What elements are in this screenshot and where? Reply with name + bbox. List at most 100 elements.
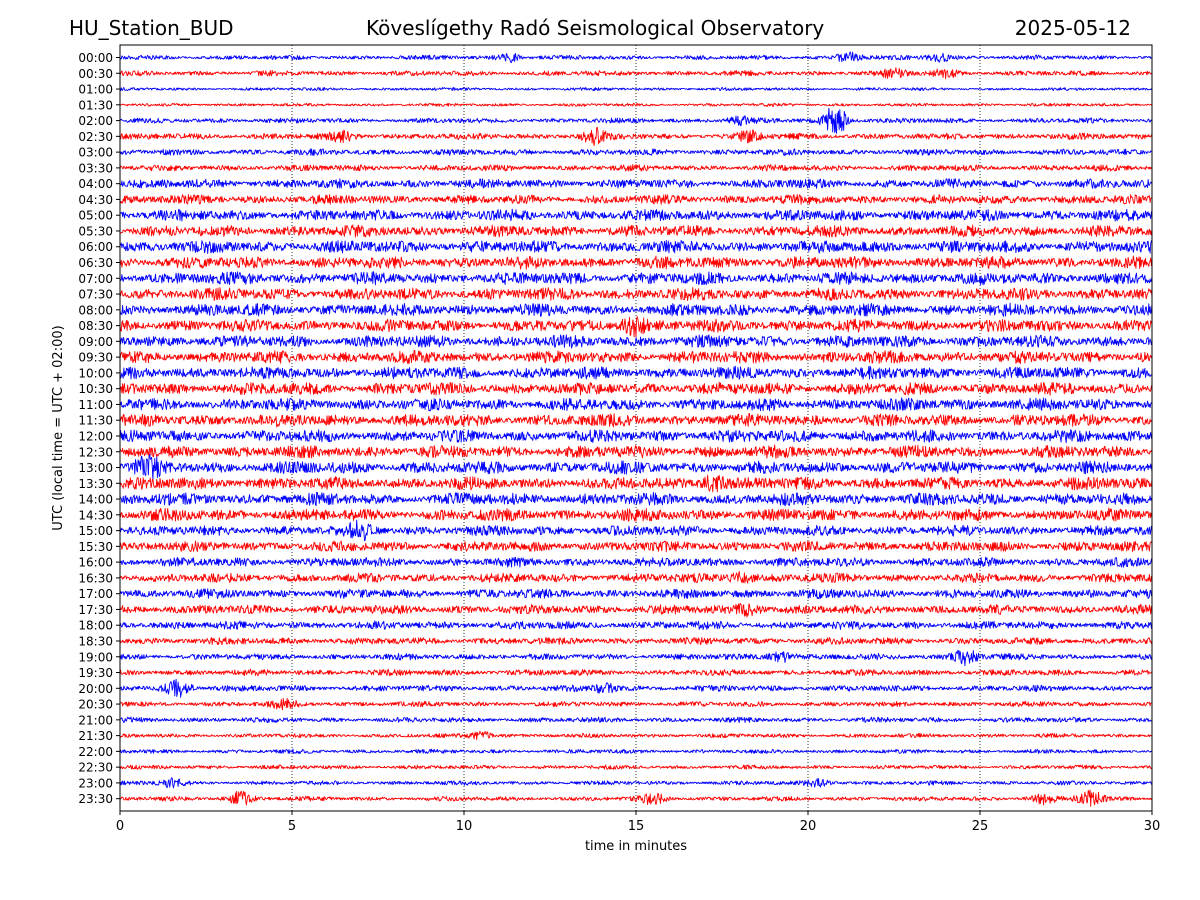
y-tick-label: 05:30: [78, 224, 113, 238]
trace-0430: [119, 193, 1153, 205]
trace-1100: [119, 397, 1153, 412]
trace-0400: [119, 178, 1153, 189]
x-tick-label: 10: [456, 819, 473, 834]
y-tick-label: 04:00: [78, 177, 113, 191]
y-tick-label: 09:00: [78, 335, 113, 349]
trace-1500: [119, 519, 1153, 542]
trace-1530: [119, 540, 1153, 553]
trace-2300: [119, 777, 1153, 789]
trace-2230: [119, 764, 1153, 770]
chart-date: 2025-05-12: [1014, 16, 1131, 40]
trace-1430: [119, 507, 1153, 522]
y-tick-label: 10:00: [78, 366, 113, 380]
trace-1930: [119, 668, 1153, 677]
trace-1800: [119, 620, 1153, 630]
trace-0530: [119, 224, 1153, 238]
y-tick-label: 13:00: [78, 461, 113, 475]
y-tick-label: 00:30: [78, 67, 113, 81]
trace-0600: [119, 240, 1153, 254]
y-tick-label: 13:30: [78, 477, 113, 491]
trace-0500: [119, 208, 1153, 222]
trace-0200: [119, 107, 1153, 134]
y-tick-label: 01:00: [78, 83, 113, 97]
trace-0800: [119, 302, 1153, 317]
trace-0030: [120, 67, 1153, 80]
trace-1200: [119, 429, 1153, 444]
y-tick-label: 19:30: [78, 666, 113, 680]
y-tick-label: 08:00: [78, 303, 113, 317]
trace-1330: [119, 474, 1153, 493]
x-axis-ticks: 0 5 10 15 20 25 30: [116, 811, 1160, 834]
station-name: HU_Station_BUD: [69, 16, 234, 40]
y-tick-label: 01:30: [78, 98, 113, 112]
trace-0230: [119, 126, 1153, 147]
trace-0300: [119, 148, 1153, 156]
y-tick-label: 09:30: [78, 351, 113, 365]
y-tick-label: 00:00: [78, 51, 113, 65]
trace-1700: [119, 588, 1153, 600]
y-tick-label: 23:00: [78, 776, 113, 790]
x-tick-label: 5: [288, 819, 296, 834]
trace-0700: [119, 271, 1153, 286]
y-tick-label: 12:30: [78, 445, 113, 459]
y-tick-label: 20:00: [78, 682, 113, 696]
y-tick-label: 05:00: [78, 209, 113, 223]
y-tick-label: 18:30: [78, 634, 113, 648]
x-tick-label: 20: [800, 819, 817, 834]
y-tick-label: 16:00: [78, 556, 113, 570]
chart-title: Köveslígethy Radó Seismological Observat…: [366, 16, 825, 40]
trace-1730: [119, 603, 1153, 618]
y-tick-label: 11:00: [78, 398, 113, 412]
x-tick-label: 15: [628, 819, 645, 834]
trace-2030: [119, 697, 1153, 711]
y-tick-label: 04:30: [78, 193, 113, 207]
y-tick-label: 21:00: [78, 713, 113, 727]
y-tick-label: 17:30: [78, 603, 113, 617]
y-tick-label: 23:30: [78, 792, 113, 806]
y-tick-label: 18:00: [78, 619, 113, 633]
x-axis-label: time in minutes: [585, 839, 687, 854]
y-tick-label: 11:30: [78, 414, 113, 428]
trace-1030: [119, 381, 1153, 396]
trace-0730: [119, 287, 1153, 302]
trace-1600: [119, 556, 1153, 568]
y-tick-label: 22:00: [78, 745, 113, 759]
y-tick-label: 03:30: [78, 161, 113, 175]
y-tick-label: 06:00: [78, 240, 113, 254]
y-tick-label: 21:30: [78, 729, 113, 743]
y-tick-label: 16:30: [78, 571, 113, 585]
trace-2130: [119, 730, 1153, 741]
y-tick-label: 10:30: [78, 382, 113, 396]
trace-0330: [119, 164, 1153, 172]
y-tick-label: 14:00: [78, 493, 113, 507]
y-tick-label: 07:00: [78, 272, 113, 286]
x-tick-label: 30: [1144, 819, 1161, 834]
trace-1130: [119, 413, 1153, 428]
trace-2330: [119, 789, 1153, 807]
trace-1230: [119, 444, 1153, 459]
seismic-traces: [119, 51, 1153, 807]
trace-0830: [119, 316, 1153, 338]
y-tick-label: 08:30: [78, 319, 113, 333]
trace-0000: [119, 51, 1153, 63]
y-tick-label: 12:00: [78, 429, 113, 443]
y-tick-label: 19:00: [78, 650, 113, 664]
trace-2200: [119, 748, 1153, 755]
y-axis-label: UTC (local time = UTC + 02:00): [51, 325, 66, 530]
trace-0100: [119, 87, 1153, 92]
x-tick-label: 0: [116, 819, 124, 834]
x-tick-label: 25: [972, 819, 989, 834]
trace-2000: [119, 678, 1152, 698]
x-gridlines: [291, 45, 981, 811]
trace-1000: [119, 365, 1153, 380]
y-tick-label: 06:30: [78, 256, 113, 270]
trace-0130: [119, 102, 1153, 107]
trace-1400: [119, 491, 1153, 507]
trace-0930: [119, 349, 1153, 365]
y-tick-label: 22:30: [78, 761, 113, 775]
y-tick-label: 14:30: [78, 508, 113, 522]
trace-1830: [119, 636, 1152, 646]
y-tick-label: 07:30: [78, 288, 113, 302]
